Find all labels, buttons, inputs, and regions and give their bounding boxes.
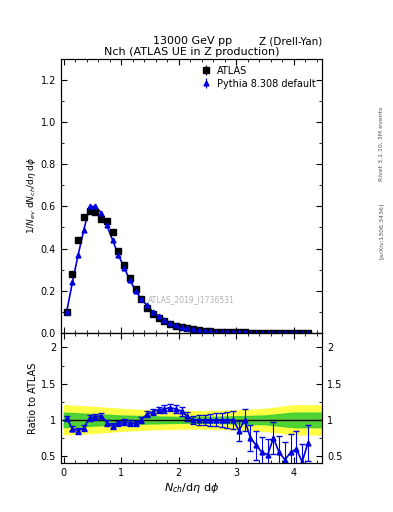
Legend: ATLAS, Pythia 8.308 default: ATLAS, Pythia 8.308 default <box>196 63 318 91</box>
Text: Z (Drell-Yan): Z (Drell-Yan) <box>259 36 322 46</box>
Text: [arXiv:1306.3436]: [arXiv:1306.3436] <box>379 202 384 259</box>
Y-axis label: $1/N_{ev}$ d$N_{ch}$/d$\eta$ d$\phi$: $1/N_{ev}$ d$N_{ch}$/d$\eta$ d$\phi$ <box>25 157 38 234</box>
Title: Nch (ATLAS UE in Z production): Nch (ATLAS UE in Z production) <box>104 47 279 57</box>
Text: 13000 GeV pp: 13000 GeV pp <box>153 36 232 46</box>
Text: Rivet 3.1.10, 3M events: Rivet 3.1.10, 3M events <box>379 106 384 181</box>
Y-axis label: Ratio to ATLAS: Ratio to ATLAS <box>28 362 38 434</box>
X-axis label: $N_{ch}$/d$\eta$ d$\phi$: $N_{ch}$/d$\eta$ d$\phi$ <box>164 481 219 495</box>
Text: ATLAS_2019_I1736531: ATLAS_2019_I1736531 <box>148 295 235 305</box>
